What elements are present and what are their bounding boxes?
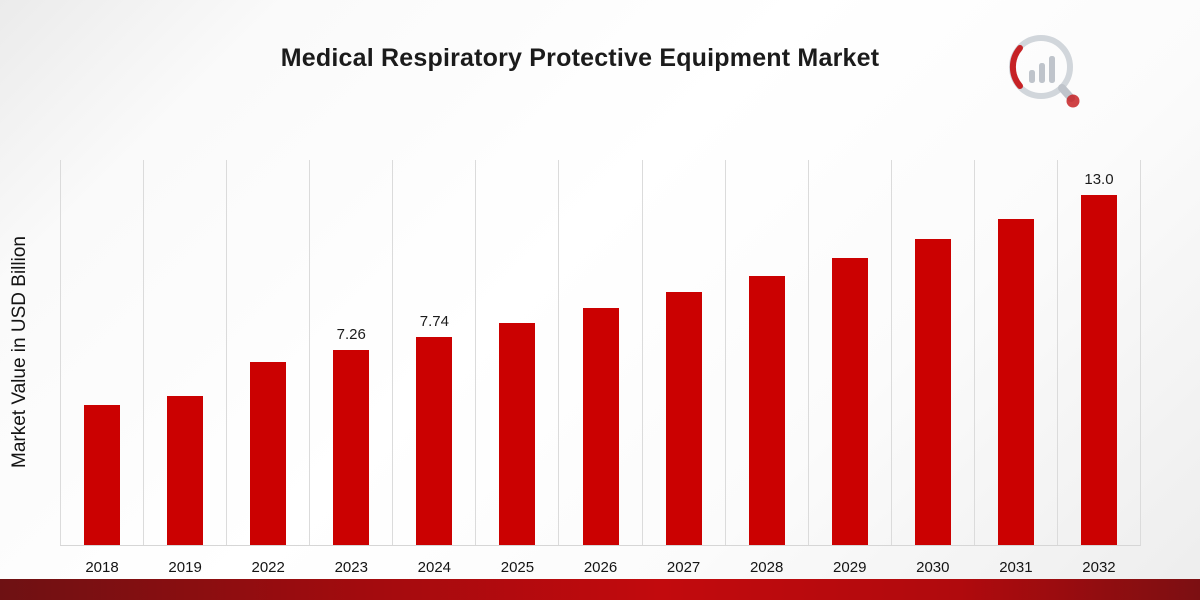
bar-column: 2031 xyxy=(973,160,1057,576)
x-tick-label-2019: 2019 xyxy=(168,559,202,576)
bar-column: 2022 xyxy=(226,160,309,576)
x-tick-label-2018: 2018 xyxy=(85,559,119,576)
bar-2026 xyxy=(582,308,619,545)
bar-2022 xyxy=(250,361,287,545)
plot-area: 2018 2019 2022 7.26 2023 7.74 2024 2025 2026 2027… xyxy=(60,160,1141,576)
value-label-2032: 13.0 xyxy=(1084,171,1114,188)
bar-column: 2030 xyxy=(890,160,974,576)
x-tick-label-2026: 2026 xyxy=(583,559,618,576)
x-tick-label-2025: 2025 xyxy=(500,559,535,576)
bar-column: 2027 xyxy=(641,160,725,576)
value-label-2024: 7.74 xyxy=(419,312,449,330)
x-tick-label-2022: 2022 xyxy=(251,559,285,576)
y-axis-label: Market Value in USD Billion xyxy=(9,236,30,468)
bar-column: 7.74 2024 xyxy=(392,160,475,576)
bar-2027 xyxy=(665,292,702,545)
magnifier-bar-chart-logo-icon xyxy=(1009,35,1080,108)
bottom-red-stripe xyxy=(0,579,1200,600)
brand-logo xyxy=(996,26,1088,118)
x-tick-label-2028: 2028 xyxy=(749,559,784,576)
bar-2018 xyxy=(84,405,121,545)
bar-column: 2018 xyxy=(60,160,143,576)
bar-2030 xyxy=(914,239,951,545)
bar-column: 2028 xyxy=(724,160,808,576)
bar-2024: 7.74 xyxy=(416,313,453,545)
bar-2025 xyxy=(499,322,536,545)
bar-column: 2019 xyxy=(143,160,226,576)
bar-column: 2029 xyxy=(807,160,891,576)
bar-2019 xyxy=(167,395,204,545)
chart-title: Medical Respiratory Protective Equipment… xyxy=(280,44,880,72)
bar-2023: 7.26 xyxy=(333,326,370,545)
bar-2029 xyxy=(831,258,868,545)
bar-column: 13.0 2032 xyxy=(1056,160,1140,576)
x-tick-label-2027: 2027 xyxy=(666,559,701,576)
x-tick-label-2031: 2031 xyxy=(999,559,1033,576)
bar-2031 xyxy=(997,219,1034,545)
x-tick-label-2032: 2032 xyxy=(1082,559,1116,576)
x-tick-label-2030: 2030 xyxy=(916,559,950,576)
x-tick-label-2023: 2023 xyxy=(334,559,368,576)
x-tick-label-2024: 2024 xyxy=(417,559,452,576)
x-tick-label-2029: 2029 xyxy=(833,559,867,576)
bar-column: 2026 xyxy=(558,160,641,576)
bar-2032: 13.0 xyxy=(1080,171,1117,545)
value-label-2023: 7.26 xyxy=(336,325,366,343)
bar-column: 2025 xyxy=(475,160,558,576)
bar-2028 xyxy=(748,275,785,545)
bar-column: 7.26 2023 xyxy=(309,160,392,576)
